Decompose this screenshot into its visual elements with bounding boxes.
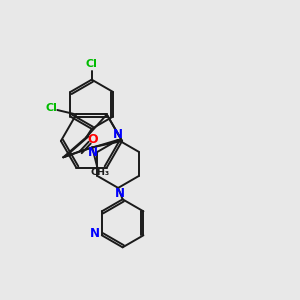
Text: N: N — [112, 128, 122, 141]
Text: Cl: Cl — [86, 59, 98, 69]
Text: Cl: Cl — [46, 103, 58, 113]
Text: CH₃: CH₃ — [90, 168, 109, 177]
Text: O: O — [88, 133, 98, 146]
Text: N: N — [90, 227, 100, 240]
Text: N: N — [115, 188, 124, 200]
Text: N: N — [88, 146, 98, 159]
